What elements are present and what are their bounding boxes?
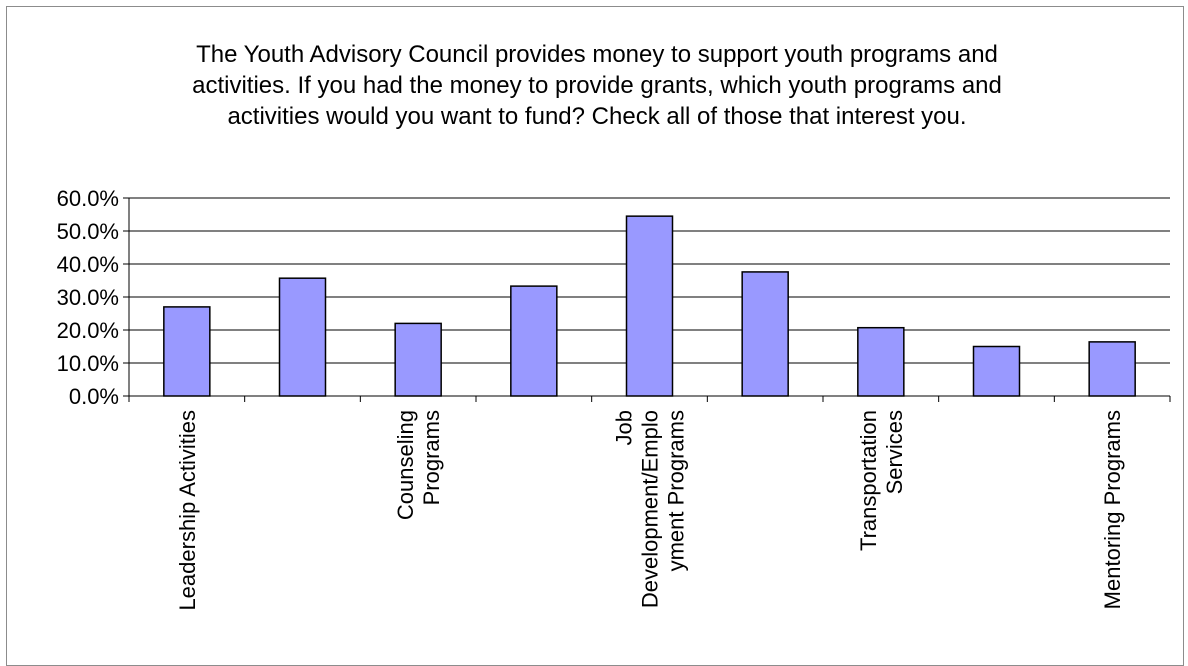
category-label: Mentoring Programs <box>1100 410 1125 609</box>
bar <box>741 271 789 397</box>
bar <box>278 277 327 397</box>
category-label: Job <box>612 410 637 445</box>
y-tick-label: 30.0% <box>57 285 119 310</box>
y-tick-label: 40.0% <box>57 252 119 277</box>
bar <box>510 285 558 397</box>
bar <box>625 215 674 397</box>
chart-title: The Youth Advisory Council provides mone… <box>192 41 1002 130</box>
y-tick-label: 10.0% <box>57 351 119 376</box>
category-label: Services <box>882 410 907 494</box>
category-label: Development/Emplo <box>638 410 663 608</box>
bar <box>1088 341 1136 397</box>
bar <box>972 345 1021 397</box>
y-tick-label: 20.0% <box>57 318 119 343</box>
y-tick-label: 0.0% <box>69 384 119 409</box>
category-label: Transportation <box>856 410 881 551</box>
category-label: Leadership Activities <box>175 410 200 611</box>
bar <box>394 322 442 397</box>
category-label: Counseling <box>393 410 418 520</box>
category-label: Programs <box>419 410 444 505</box>
bar-chart: 0.0% 10.0% 20.0% 30.0% 40.0% 50.0% 60.0% Leader… <box>57 186 1171 611</box>
y-tick-label: 60.0% <box>57 186 119 211</box>
y-tick-label: 50.0% <box>57 219 119 244</box>
chart-frame: The Youth Advisory Council provides mone… <box>6 6 1184 666</box>
bar <box>857 326 905 397</box>
bar <box>163 306 211 397</box>
category-label: yment Programs <box>664 410 689 571</box>
